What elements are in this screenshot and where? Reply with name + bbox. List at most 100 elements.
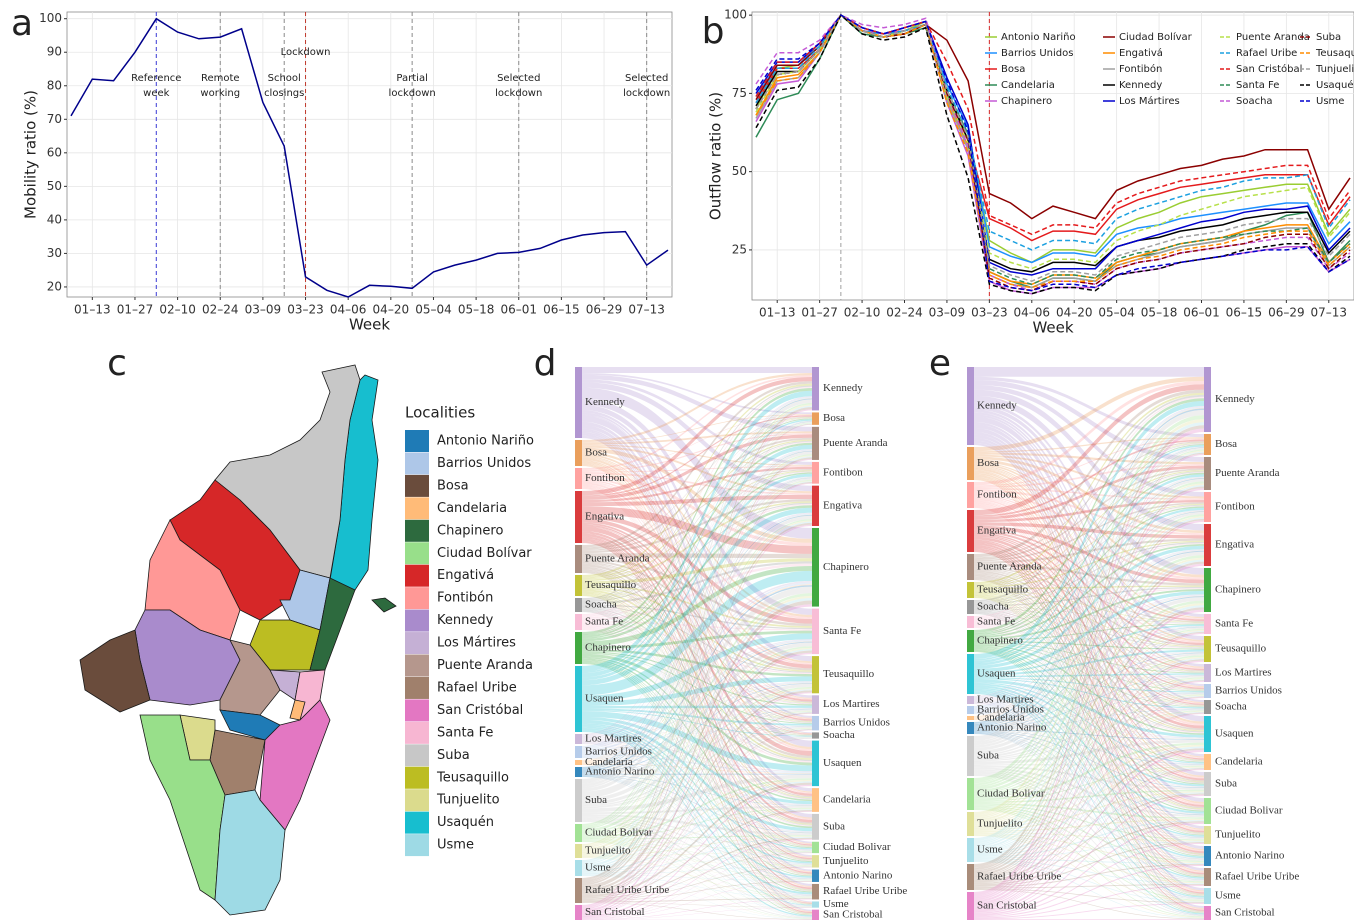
node <box>967 554 974 580</box>
flow <box>582 626 812 800</box>
flow <box>974 549 1204 699</box>
flow <box>974 624 1204 674</box>
flow <box>974 730 1204 788</box>
flow <box>582 683 812 806</box>
locality-area <box>79 629 151 713</box>
flow <box>582 604 812 630</box>
flow <box>582 728 812 871</box>
flow <box>582 484 812 794</box>
flow <box>582 839 812 852</box>
flow <box>974 626 1204 728</box>
node <box>1204 772 1211 796</box>
flow <box>974 658 1204 852</box>
flow <box>974 419 1204 815</box>
flow <box>582 431 812 445</box>
flow <box>974 592 1204 732</box>
node-label: Fontibon <box>585 472 625 484</box>
flow <box>582 564 812 759</box>
flow <box>974 545 1204 833</box>
flow <box>974 546 1204 853</box>
flow <box>974 685 1204 814</box>
x-tick-label: 05–04 <box>1098 306 1135 320</box>
y-tick-label: 20 <box>47 279 62 293</box>
flow <box>974 822 1204 916</box>
flow <box>582 776 812 918</box>
flow <box>582 646 812 834</box>
legend-label: Usaquén <box>437 815 494 830</box>
flow <box>582 541 812 904</box>
legend-swatch <box>405 497 429 520</box>
flow <box>582 387 812 539</box>
flow <box>582 600 812 890</box>
flow <box>582 415 812 747</box>
flow <box>582 902 812 920</box>
flow <box>974 467 1204 703</box>
panel-label: d <box>534 343 557 384</box>
flow <box>582 414 812 443</box>
flow <box>582 810 812 899</box>
series-line <box>755 13 1351 295</box>
legend-label: Barrios Unidos <box>437 456 531 471</box>
flow <box>974 608 1204 707</box>
flow <box>974 820 1204 858</box>
node <box>575 545 582 573</box>
flow <box>582 462 812 844</box>
flow <box>582 396 812 735</box>
flow <box>974 835 1204 918</box>
flow <box>974 631 1204 877</box>
flow <box>582 381 812 548</box>
flow <box>974 434 1204 849</box>
flow <box>582 557 812 627</box>
flow <box>974 626 1204 700</box>
node-label: Antonio Narino <box>823 869 893 881</box>
node-label: Chapinero <box>585 642 631 654</box>
flow <box>582 857 812 907</box>
x-tick-label: 01–27 <box>801 306 838 320</box>
flow <box>974 888 1204 904</box>
flow <box>974 597 1204 912</box>
flow <box>974 792 1204 857</box>
flow <box>974 744 1204 829</box>
flow <box>582 781 812 873</box>
flow <box>582 594 812 875</box>
x-tick-label: 03–23 <box>287 303 324 317</box>
flow <box>582 595 812 915</box>
flow <box>974 805 1204 862</box>
flow <box>582 514 812 624</box>
flow <box>974 652 1204 719</box>
flow <box>974 468 1204 724</box>
flow <box>974 766 1204 830</box>
flow <box>582 563 812 722</box>
flow <box>582 595 812 905</box>
flow <box>974 713 1204 915</box>
flow <box>974 680 1204 880</box>
flow <box>582 776 812 896</box>
flow <box>974 627 1204 913</box>
flow <box>582 737 812 871</box>
flow <box>974 590 1204 672</box>
flow <box>974 919 1204 920</box>
flow <box>974 611 1204 835</box>
flow <box>582 499 812 554</box>
flow <box>974 398 1204 633</box>
flow <box>974 536 1204 729</box>
flow <box>582 457 812 883</box>
flow <box>582 719 812 832</box>
flow <box>974 555 1204 790</box>
node-label: Barrios Unidos <box>977 704 1044 716</box>
flow <box>582 501 812 582</box>
legend-swatch <box>405 587 429 610</box>
flow <box>974 719 1204 899</box>
flow <box>974 477 1204 708</box>
flow <box>582 836 812 874</box>
flow <box>974 768 1204 884</box>
flow <box>582 570 812 875</box>
flow <box>582 681 812 754</box>
event-label: Partial <box>396 73 427 84</box>
x-tick-label: 04–20 <box>1056 306 1093 320</box>
flow <box>974 832 1204 842</box>
flow <box>974 608 1204 733</box>
flow <box>582 533 812 823</box>
node-label: Chapinero <box>823 561 869 573</box>
flow <box>974 649 1204 857</box>
